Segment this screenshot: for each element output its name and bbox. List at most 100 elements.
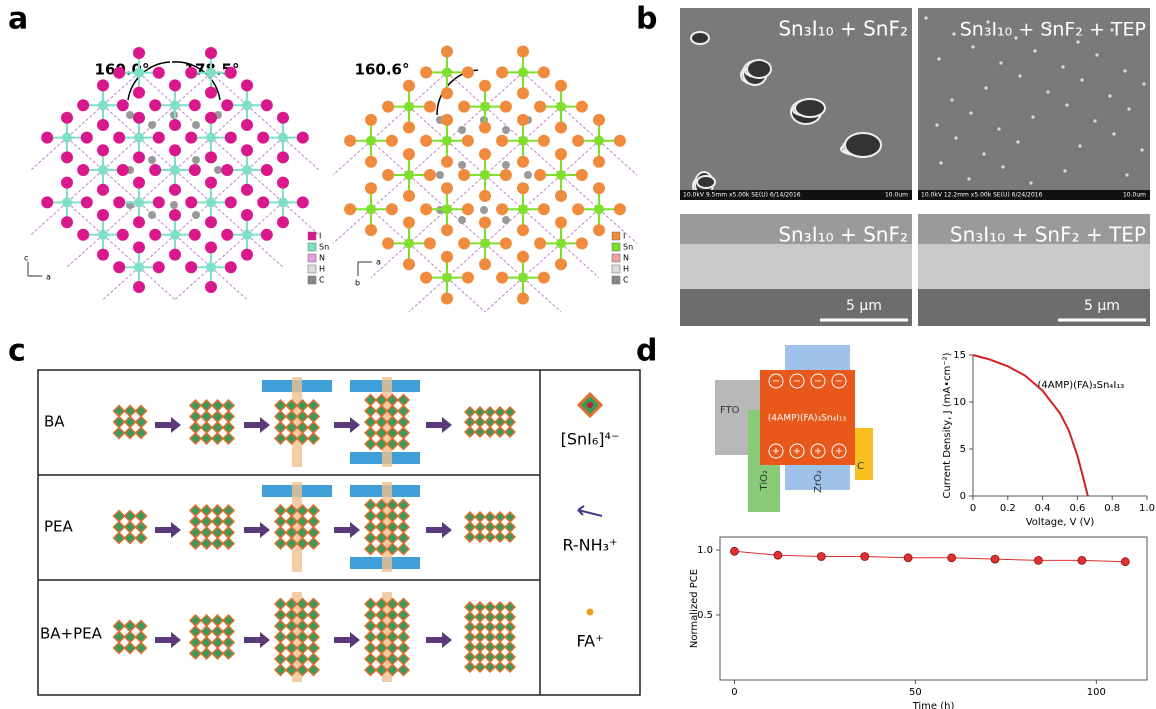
iodine-atom [189, 229, 201, 241]
octahedron [308, 516, 319, 527]
pinhole [954, 136, 957, 139]
octahedron [485, 662, 495, 672]
octahedron [275, 654, 286, 665]
octahedra-cluster [465, 407, 515, 437]
iodine-atom [169, 209, 181, 221]
octahedron [201, 505, 212, 516]
iodine-atom [555, 80, 567, 92]
octahedron [190, 433, 201, 444]
tin-atom [556, 238, 566, 248]
octahedron [201, 648, 212, 659]
octahedron [308, 411, 319, 422]
octahedron [190, 411, 201, 422]
legend-text: N [623, 254, 629, 263]
tin-atom [134, 133, 144, 143]
x-tick-label: 0.4 [1035, 503, 1051, 514]
iodine-atom [117, 164, 129, 176]
iodine-atom [555, 217, 567, 229]
legend-swatch [612, 232, 620, 240]
octahedron [505, 427, 515, 437]
octahedra-cluster [465, 512, 515, 542]
octahedron [505, 602, 515, 612]
iodine-atom [241, 119, 253, 131]
iodine-atom [462, 135, 474, 147]
iodine-atom [277, 177, 289, 189]
octahedron [114, 428, 125, 439]
octahedron [398, 544, 409, 555]
tin-atom [480, 102, 490, 112]
x-tick-label: 100 [1087, 687, 1106, 698]
iodine-atom [441, 46, 453, 58]
iodine-atom [534, 237, 546, 249]
y-tick-label: 5 [960, 444, 966, 455]
octahedron [223, 433, 234, 444]
octahedron [114, 417, 125, 428]
iodine-atom [538, 66, 550, 78]
iodine-atom [403, 148, 415, 160]
octahedron [114, 406, 125, 417]
iodine-atom [479, 258, 491, 270]
iodine-atom [77, 164, 89, 176]
octahedron [114, 522, 125, 533]
tin-atom [62, 197, 72, 207]
octahedron [275, 411, 286, 422]
octahedron [475, 407, 485, 417]
iodine-atom [61, 151, 73, 163]
octahedron [201, 516, 212, 527]
process-arrow [155, 417, 181, 433]
octahedron [114, 621, 125, 632]
legend-text: Sn [319, 243, 329, 252]
iodine-atom [424, 169, 436, 181]
iodine-atom [77, 99, 89, 111]
iodine-atom [382, 169, 394, 181]
octahedron [495, 632, 505, 642]
film-layer [918, 244, 1150, 289]
pinhole [1127, 107, 1130, 110]
iodine-atom [572, 203, 584, 215]
octahedron [308, 538, 319, 549]
iodine-atom [185, 196, 197, 208]
tin-atom [518, 136, 528, 146]
figure: a b c d 160.0° 178.5° 160.6° c a a b BA … [0, 0, 1156, 709]
octahedron [398, 654, 409, 665]
octahedron [365, 417, 376, 428]
octahedron-icon [579, 394, 601, 416]
iodine-atom [185, 261, 197, 273]
iodine-atom [593, 224, 605, 236]
iodine-atom [169, 144, 181, 156]
organic-atom [458, 126, 466, 134]
tin-atom [278, 133, 288, 143]
legend-text: H [623, 265, 629, 274]
iodine-atom [403, 190, 415, 202]
octahedron [223, 615, 234, 626]
iodine-atom [479, 148, 491, 160]
iodine-atom [133, 47, 145, 59]
legend-swatch [308, 276, 316, 284]
pinhole [691, 32, 709, 44]
octahedron [475, 642, 485, 652]
iodine-atom [458, 101, 470, 113]
pinhole [795, 99, 825, 117]
iodine-atom [205, 47, 217, 59]
pinhole [747, 60, 771, 78]
octahedron [190, 516, 201, 527]
pinhole [984, 86, 987, 89]
y-tick-label: 10 [953, 397, 966, 408]
data-point [904, 554, 912, 562]
axes [973, 355, 1147, 496]
data-point [861, 553, 869, 561]
iodine-atom [113, 132, 125, 144]
octahedron [365, 643, 376, 654]
iodine-atom [241, 79, 253, 91]
tin-atom [556, 170, 566, 180]
organic-atom [126, 111, 134, 119]
iodine-atom [403, 217, 415, 229]
iodine-atom [462, 66, 474, 78]
iodine-atom [441, 182, 453, 194]
octahedron [212, 538, 223, 549]
octahedron [465, 632, 475, 642]
octahedron [475, 632, 485, 642]
octahedron [505, 652, 515, 662]
tin-atom [242, 100, 252, 110]
octahedron [125, 406, 136, 417]
